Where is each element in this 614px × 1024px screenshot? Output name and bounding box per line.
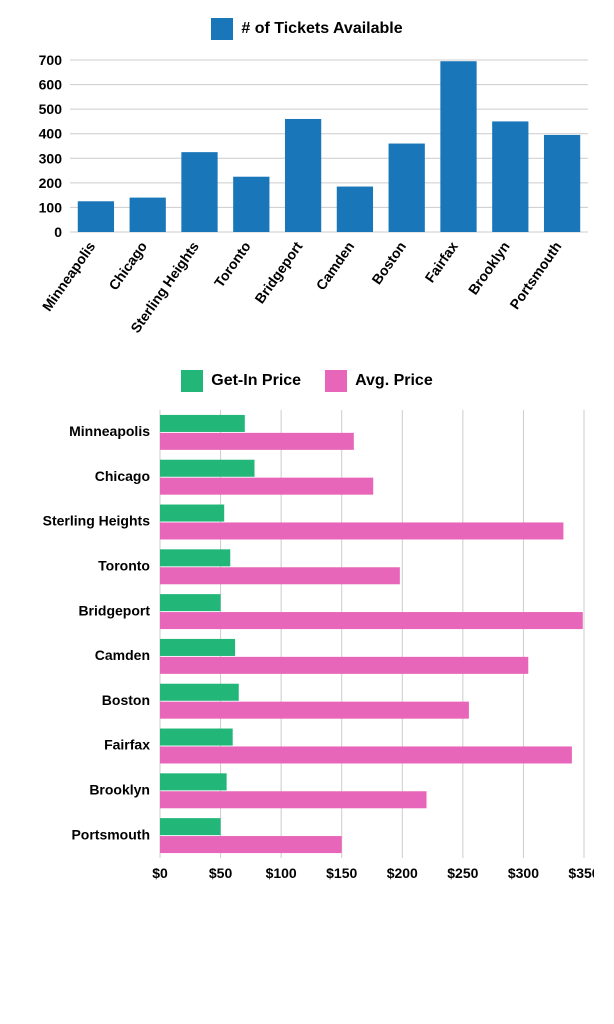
x-axis-category-label: Portsmouth <box>506 239 564 313</box>
y-axis-category-label: Brooklyn <box>89 782 150 798</box>
tickets-legend-label: # of Tickets Available <box>241 20 402 38</box>
price-svg: $0 $50 $100 $150 $200 $250 $300 $350 Minneapolis… <box>20 404 594 886</box>
bar <box>337 187 373 232</box>
bar <box>285 119 321 232</box>
tickets-available-chart: # of Tickets Available 0 100 200 300 400 500 6… <box>20 18 594 362</box>
bar-avg <box>160 791 427 808</box>
svg-text:700: 700 <box>39 52 63 68</box>
svg-text:0: 0 <box>54 224 62 240</box>
x-axis-tick-label: $350 <box>568 865 594 881</box>
x-axis-tick-label: $150 <box>326 865 357 881</box>
y-axis-category-label: Camden <box>95 647 150 663</box>
x-axis-category-label: Minneapolis <box>39 238 99 314</box>
bar-avg <box>160 567 400 584</box>
x-axis-category-label: Brooklyn <box>465 239 513 298</box>
bar-avg <box>160 836 342 853</box>
x-axis-tick-label: $250 <box>447 865 478 881</box>
bar <box>389 144 425 232</box>
bar-get-in <box>160 729 233 746</box>
tickets-legend-swatch <box>211 18 233 40</box>
x-axis-tick-label: $50 <box>209 865 233 881</box>
avg-legend-swatch <box>325 370 347 392</box>
y-axis-category-label: Minneapolis <box>69 423 150 439</box>
bar-avg <box>160 478 373 495</box>
x-axis-category-label: Camden <box>313 239 358 293</box>
getin-legend-swatch <box>181 370 203 392</box>
bar <box>78 201 114 232</box>
x-axis-category-label: Fairfax <box>422 238 462 285</box>
bar-get-in <box>160 773 227 790</box>
avg-legend-label: Avg. Price <box>355 372 433 390</box>
x-axis-tick-label: $0 <box>152 865 168 881</box>
bar-avg <box>160 657 528 674</box>
y-axis-category-label: Portsmouth <box>71 826 150 842</box>
tickets-legend: # of Tickets Available <box>20 18 594 40</box>
x-axis-category-label: Chicago <box>105 239 150 293</box>
x-axis-category-label: Bridgeport <box>251 238 305 306</box>
bar-avg <box>160 612 583 629</box>
x-axis-category-label: Toronto <box>211 239 254 291</box>
svg-text:100: 100 <box>39 199 63 215</box>
y-axis-category-label: Boston <box>102 692 150 708</box>
bar-get-in <box>160 818 221 835</box>
bar-get-in <box>160 594 221 611</box>
x-axis-tick-label: $100 <box>266 865 297 881</box>
bar-get-in <box>160 639 235 656</box>
bar <box>440 61 476 232</box>
svg-text:600: 600 <box>39 77 63 93</box>
svg-text:300: 300 <box>39 150 63 166</box>
y-axis-category-label: Toronto <box>98 558 150 574</box>
price-legend-item-avg: Avg. Price <box>325 370 433 392</box>
price-legend: Get-In Price Avg. Price <box>20 370 594 392</box>
price-chart: Get-In Price Avg. Price $0 $50 $100 $150 $20… <box>20 370 594 886</box>
bar <box>181 152 217 232</box>
bar-get-in <box>160 415 245 432</box>
bar-get-in <box>160 460 254 477</box>
bar-get-in <box>160 684 239 701</box>
bar <box>492 121 528 232</box>
y-axis-category-label: Sterling Heights <box>43 513 151 529</box>
bar-avg <box>160 702 469 719</box>
bar <box>233 177 269 232</box>
bar-avg <box>160 522 563 539</box>
getin-legend-label: Get-In Price <box>211 372 301 390</box>
bar-get-in <box>160 505 224 522</box>
bar <box>130 198 166 232</box>
tickets-legend-item: # of Tickets Available <box>211 18 402 40</box>
price-legend-item-getin: Get-In Price <box>181 370 301 392</box>
x-axis-tick-label: $200 <box>387 865 418 881</box>
x-axis-category-label: Boston <box>368 239 409 288</box>
x-axis-tick-label: $300 <box>508 865 539 881</box>
bar-avg <box>160 433 354 450</box>
bar-get-in <box>160 549 230 566</box>
y-axis-category-label: Chicago <box>95 468 150 484</box>
bar <box>544 135 580 232</box>
bar-avg <box>160 746 572 763</box>
y-axis-category-label: Fairfax <box>104 737 150 753</box>
tickets-svg: 0 100 200 300 400 500 600 700 MinneapolisChicago… <box>20 52 594 362</box>
y-axis-category-label: Bridgeport <box>78 602 150 618</box>
svg-text:200: 200 <box>39 175 63 191</box>
svg-text:500: 500 <box>39 101 63 117</box>
svg-text:400: 400 <box>39 126 63 142</box>
